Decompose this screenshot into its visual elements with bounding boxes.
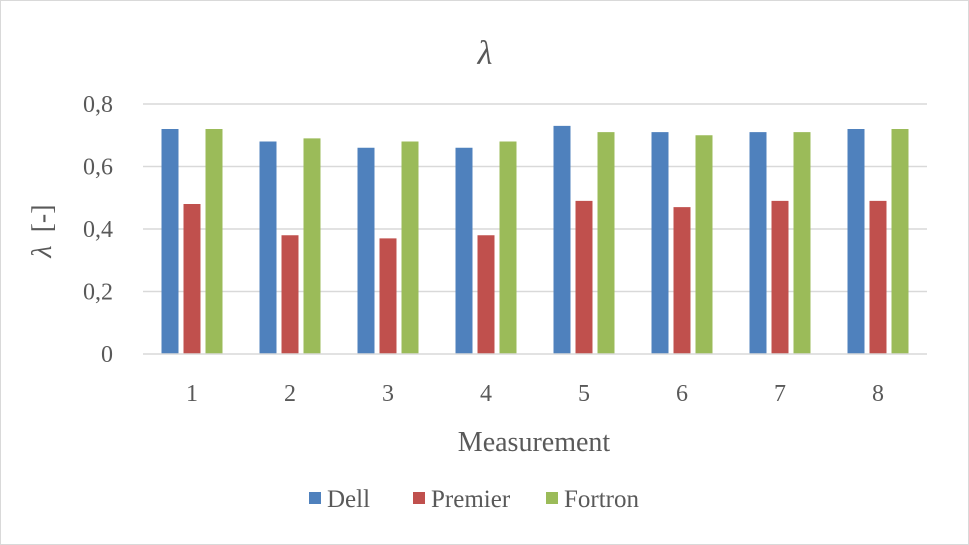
bar-fortron-5 bbox=[597, 132, 615, 354]
bar-dell-3 bbox=[357, 147, 375, 354]
x-tick-label: 8 bbox=[872, 381, 884, 407]
bar-premier-8 bbox=[869, 200, 887, 354]
bar-dell-8 bbox=[847, 129, 865, 354]
bar-fortron-8 bbox=[891, 129, 909, 354]
y-axis-label-symbol: λ bbox=[27, 245, 58, 258]
y-axis-ticks: 0 0,2 0,4 0,6 0,8 bbox=[83, 92, 113, 368]
x-tick-label: 6 bbox=[676, 381, 688, 407]
bar-fortron-4 bbox=[499, 141, 517, 354]
bar-dell-2 bbox=[259, 141, 277, 354]
chart-title: λ bbox=[477, 35, 493, 72]
bar-dell-5 bbox=[553, 125, 571, 354]
bar-fortron-3 bbox=[401, 141, 419, 354]
bar-premier-1 bbox=[183, 204, 201, 354]
bars bbox=[161, 125, 909, 354]
x-tick-label: 1 bbox=[186, 381, 198, 407]
bar-fortron-7 bbox=[793, 132, 811, 354]
bar-premier-3 bbox=[379, 238, 397, 354]
legend-swatch-dell bbox=[309, 492, 321, 504]
bar-dell-7 bbox=[749, 132, 767, 354]
y-tick-label: 0,4 bbox=[83, 217, 113, 243]
bar-dell-4 bbox=[455, 147, 473, 354]
bar-fortron-2 bbox=[303, 138, 321, 354]
bar-dell-1 bbox=[161, 129, 179, 354]
legend-label-premier: Premier bbox=[431, 486, 511, 513]
bar-premier-5 bbox=[575, 200, 593, 354]
y-axis-label-unit: [-] bbox=[27, 204, 58, 232]
x-tick-label: 3 bbox=[382, 381, 394, 407]
legend-label-fortron: Fortron bbox=[564, 486, 640, 513]
y-tick-label: 0,2 bbox=[83, 280, 113, 306]
legend: Dell Premier Fortron bbox=[309, 486, 640, 513]
y-tick-label: 0,6 bbox=[83, 155, 113, 181]
bar-premier-7 bbox=[771, 200, 789, 354]
y-tick-label: 0 bbox=[101, 342, 113, 368]
x-tick-label: 5 bbox=[578, 381, 590, 407]
x-axis-label: Measurement bbox=[458, 427, 611, 458]
x-tick-label: 2 bbox=[284, 381, 296, 407]
bar-premier-4 bbox=[477, 235, 495, 354]
legend-swatch-fortron bbox=[546, 492, 558, 504]
y-axis-label: λ [-] bbox=[27, 204, 58, 258]
x-tick-label: 4 bbox=[480, 381, 492, 407]
bar-premier-6 bbox=[673, 207, 691, 354]
legend-label-dell: Dell bbox=[327, 486, 370, 513]
legend-swatch-premier bbox=[413, 492, 425, 504]
x-axis-ticks: 1 2 3 4 5 6 7 8 bbox=[186, 381, 884, 407]
bar-fortron-1 bbox=[205, 129, 223, 354]
bar-fortron-6 bbox=[695, 135, 713, 354]
y-tick-label: 0,8 bbox=[83, 92, 113, 118]
x-tick-label: 7 bbox=[774, 381, 786, 407]
bar-dell-6 bbox=[651, 132, 669, 354]
bar-premier-2 bbox=[281, 235, 299, 354]
